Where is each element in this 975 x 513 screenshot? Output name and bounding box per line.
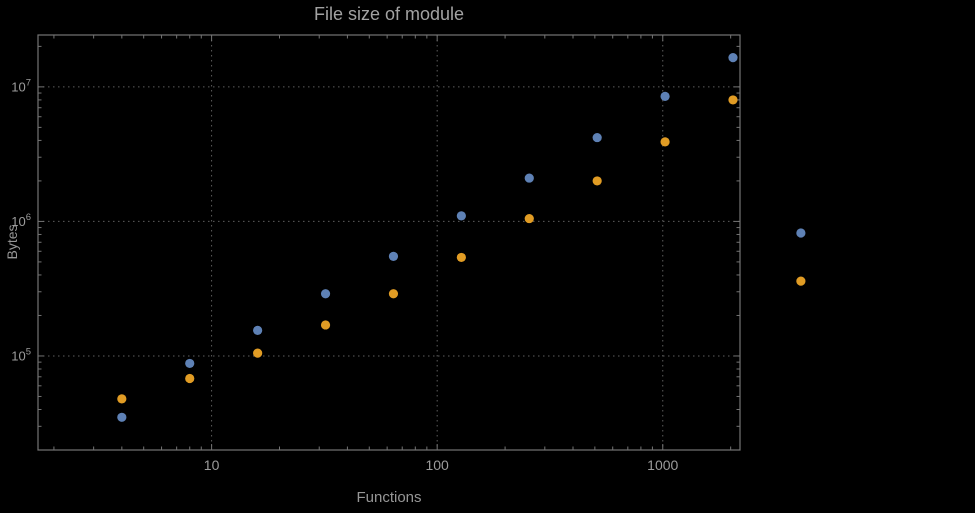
data-point-orange — [660, 137, 670, 147]
data-point-orange — [456, 252, 466, 263]
x-tick-label: 100 — [425, 457, 449, 473]
y-tick-label: 107 — [11, 77, 31, 94]
data-point-orange — [796, 276, 806, 286]
data-point-orange — [185, 373, 195, 384]
data-point-orange — [592, 176, 602, 186]
plot-frame — [37, 34, 741, 451]
chart-title: File size of module — [313, 4, 465, 24]
data-point-blue — [524, 173, 534, 183]
data-point-blue — [388, 251, 399, 261]
data-point-blue — [320, 289, 331, 299]
y-tick-label: 106 — [11, 212, 31, 229]
data-point-orange — [524, 213, 534, 224]
data-point-blue — [728, 53, 738, 63]
x-tick-label: 10 — [204, 457, 220, 473]
data-point-blue — [660, 91, 670, 101]
data-point-orange — [253, 348, 263, 358]
data-point-blue — [117, 412, 127, 422]
data-point-blue — [456, 211, 466, 221]
data-point-orange — [117, 394, 127, 404]
data-point-orange — [320, 320, 331, 330]
x-tick-label: 1000 — [647, 457, 678, 473]
data-point-orange — [388, 289, 399, 299]
data-point-blue — [185, 358, 195, 369]
data-point-blue — [592, 132, 602, 143]
x-axis-label: Functions — [356, 489, 422, 506]
data-point-blue — [796, 228, 806, 238]
data-point-blue — [253, 325, 263, 335]
y-tick-label: 105 — [11, 346, 31, 363]
data-point-orange — [728, 95, 738, 105]
